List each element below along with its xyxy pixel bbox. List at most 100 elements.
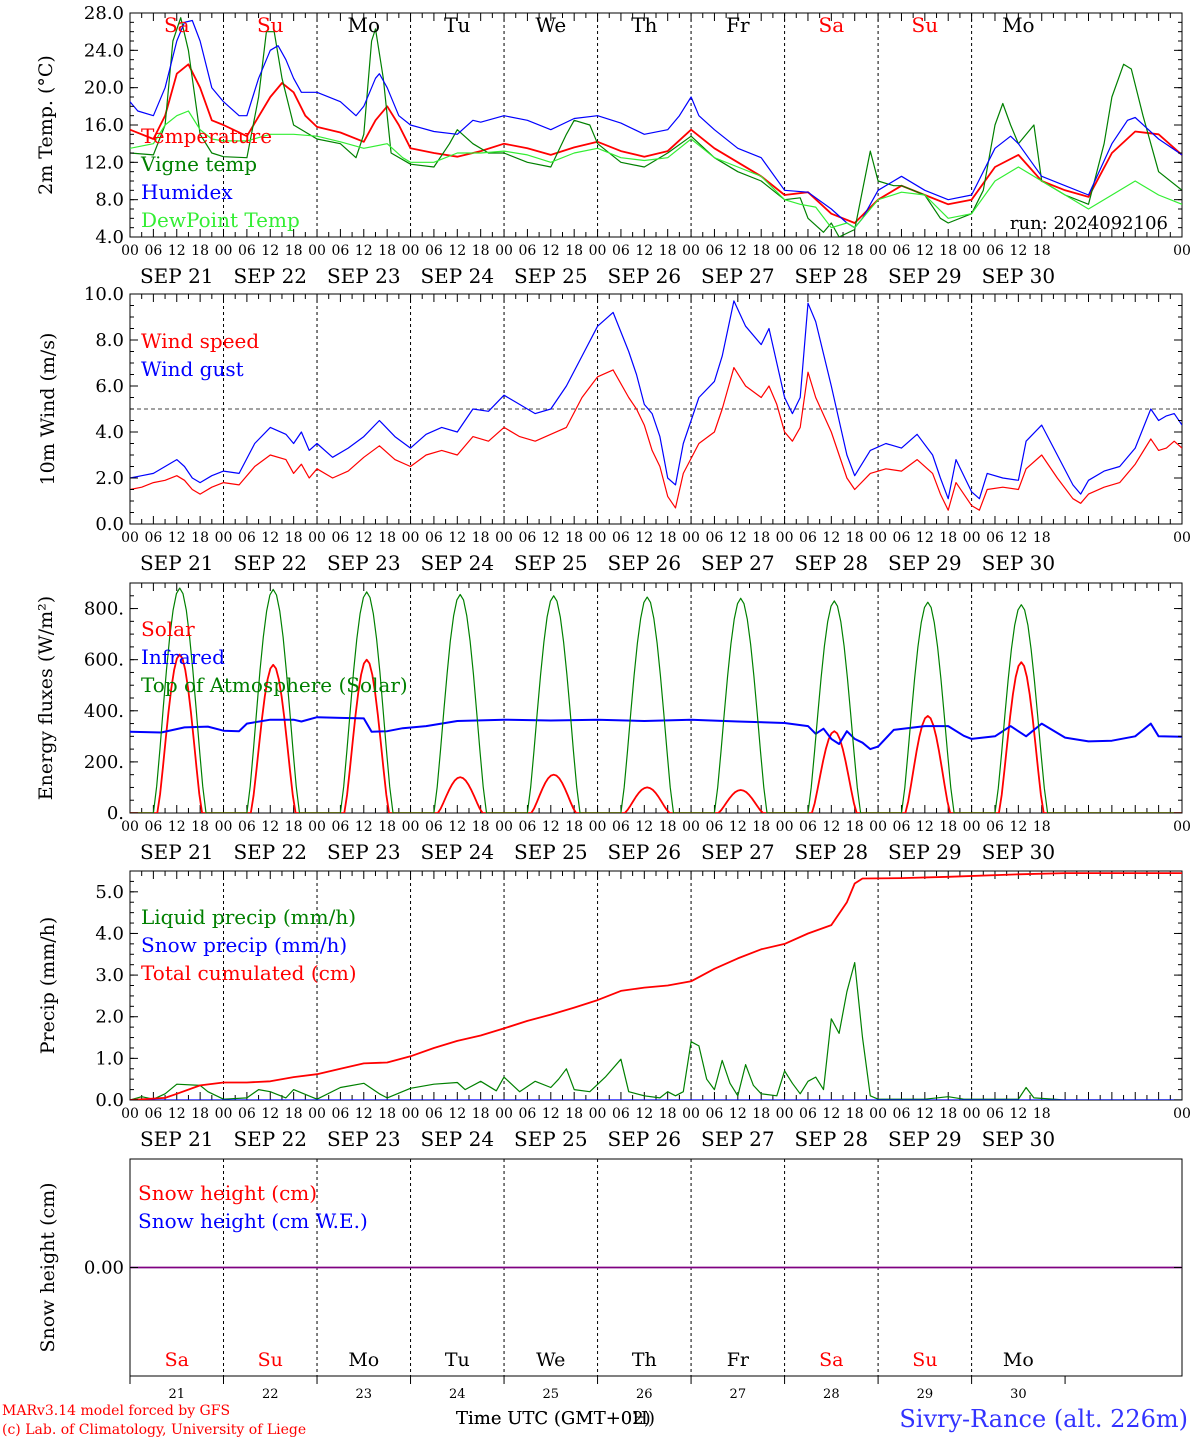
- x-axis-title: Time UTC (GMT+0H): [456, 1408, 655, 1429]
- y-tick-label: 0.: [107, 803, 124, 824]
- series-line-wind-speed: [130, 367, 1182, 511]
- hour-label: 00: [869, 243, 887, 259]
- hour-label: 06: [612, 530, 630, 546]
- series-line-humidex: [130, 19, 1182, 229]
- hour-label: 06: [425, 1106, 443, 1122]
- legend-entry: Liquid precip (mm/h): [141, 905, 356, 929]
- hour-label: 00: [308, 243, 326, 259]
- y-axis-title: Precip (mm/h): [37, 917, 59, 1055]
- hour-label: 12: [168, 1106, 186, 1122]
- hour-label: 00: [682, 1106, 700, 1122]
- hour-label: 12: [1009, 530, 1027, 546]
- hour-label: 12: [822, 530, 840, 546]
- hour-label: 06: [238, 1106, 256, 1122]
- hour-label: 18: [752, 530, 770, 546]
- date-label: SEP 30: [982, 264, 1056, 288]
- hour-label: 18: [378, 530, 396, 546]
- hour-label: 12: [822, 819, 840, 835]
- y-tick-label: 200.: [84, 752, 124, 773]
- hour-label: 00: [215, 819, 233, 835]
- hour-label: 06: [238, 530, 256, 546]
- hour-label: 12: [448, 1106, 466, 1122]
- day-number-label: 21: [168, 1387, 185, 1402]
- panel-series: [130, 17, 1182, 237]
- hour-label: 12: [355, 819, 373, 835]
- weekday-label: Su: [912, 13, 939, 37]
- day-number-label: 28: [823, 1387, 840, 1402]
- hour-label: 12: [635, 530, 653, 546]
- hour-label: 12: [729, 243, 747, 259]
- hour-label: 06: [799, 243, 817, 259]
- hour-label: 18: [846, 819, 864, 835]
- y-tick-label: 0.0: [95, 514, 124, 535]
- hour-label: 18: [752, 243, 770, 259]
- hour-label: 06: [238, 819, 256, 835]
- hour-label: 00: [308, 819, 326, 835]
- date-label: SEP 27: [701, 264, 775, 288]
- hour-label: 12: [448, 819, 466, 835]
- legend-entry: Wind speed: [141, 329, 259, 353]
- y-tick-label: 8.0: [95, 190, 124, 211]
- series-line-temperature: [130, 63, 1182, 224]
- hour-label: 18: [472, 819, 490, 835]
- hour-label: 00: [589, 819, 607, 835]
- hour-label: 12: [542, 530, 560, 546]
- panel-series: [130, 872, 1182, 1100]
- weekday-label: Fr: [727, 1349, 750, 1371]
- hour-label: 12: [261, 243, 279, 259]
- hour-label: 12: [635, 1106, 653, 1122]
- hour-label: 18: [846, 1106, 864, 1122]
- legends: Temperature Vigne temp Humidex DewPoint Tem…: [138, 124, 408, 1233]
- hour-label: 00: [963, 243, 981, 259]
- hour-label: 06: [799, 1106, 817, 1122]
- hour-label: 00: [589, 530, 607, 546]
- legend-entry: Top of Atmosphere (Solar): [141, 673, 408, 697]
- hour-label: 00: [589, 243, 607, 259]
- legend-entry: Total cumulated (cm): [141, 961, 357, 985]
- hour-label: 00: [963, 530, 981, 546]
- hour-label: 00: [869, 530, 887, 546]
- hour-label: 00: [1173, 530, 1191, 546]
- hour-label: 18: [565, 1106, 583, 1122]
- date-label: SEP 26: [608, 551, 682, 575]
- series-line-top-of-atmosphere-solar: [130, 587, 1182, 813]
- hour-label: 06: [425, 530, 443, 546]
- date-label: SEP 28: [795, 840, 869, 864]
- hour-label: 12: [168, 819, 186, 835]
- hour-label: 06: [799, 819, 817, 835]
- hour-label: 12: [168, 530, 186, 546]
- run-label: run: 2024092106: [1010, 213, 1168, 234]
- hour-label: 18: [285, 243, 303, 259]
- date-label: SEP 25: [514, 551, 588, 575]
- hour-label: 06: [612, 243, 630, 259]
- hour-label: 18: [1033, 819, 1051, 835]
- day-number-label: 29: [917, 1387, 934, 1402]
- hour-label: 00: [682, 819, 700, 835]
- date-label: SEP 26: [608, 264, 682, 288]
- day-number-label: 22: [262, 1387, 279, 1402]
- hour-label: 00: [1173, 819, 1191, 835]
- weekday-label: Tu: [445, 1349, 470, 1371]
- hour-label: 18: [565, 243, 583, 259]
- hour-label: 06: [519, 243, 537, 259]
- legend-entry: Humidex: [141, 180, 233, 204]
- date-label: SEP 21: [140, 1127, 214, 1151]
- hour-label: 18: [939, 1106, 957, 1122]
- hour-label: 12: [635, 819, 653, 835]
- hour-label: 06: [425, 819, 443, 835]
- day-number-label: 26: [636, 1387, 653, 1402]
- hour-label: 12: [729, 530, 747, 546]
- hour-label: 18: [191, 1106, 209, 1122]
- hour-label: 18: [191, 243, 209, 259]
- hour-label: 00: [869, 819, 887, 835]
- y-axis-title: 10m Wind (m/s): [37, 333, 59, 486]
- hour-label: 18: [191, 530, 209, 546]
- hour-label: 18: [565, 819, 583, 835]
- hour-label: 06: [331, 819, 349, 835]
- hour-label: 18: [565, 530, 583, 546]
- date-label: SEP 28: [795, 551, 869, 575]
- y-tick-label: 8.0: [95, 330, 124, 351]
- hour-label: 18: [1033, 530, 1051, 546]
- hour-label: 00: [776, 243, 794, 259]
